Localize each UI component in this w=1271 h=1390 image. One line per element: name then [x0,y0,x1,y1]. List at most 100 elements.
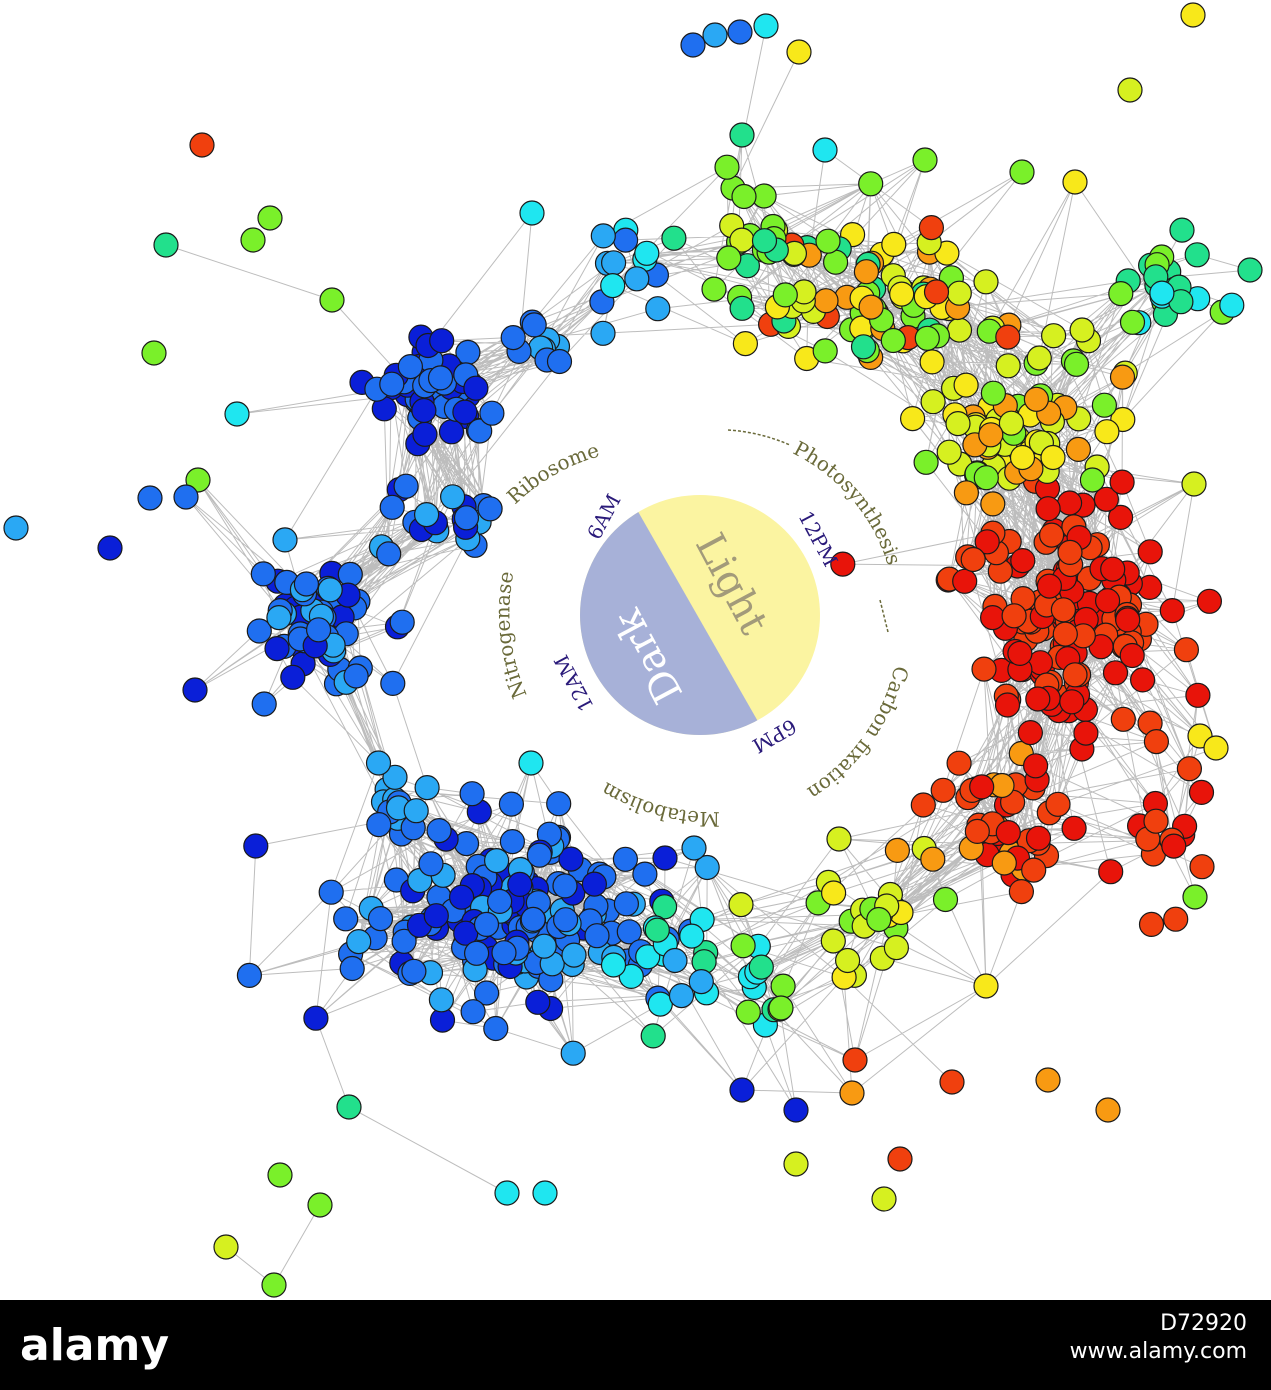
gene-node [930,777,956,803]
photosynthesis-dash-start [727,429,791,446]
gene-node [600,273,626,299]
gene-node [1094,419,1120,445]
gene-node [1025,686,1051,712]
image-id: D72920 [1160,1311,1247,1336]
photosynthesis-dash-end [879,599,889,633]
gene-node [1079,467,1106,493]
gene-node [680,32,706,58]
gene-node [182,677,208,703]
gene-node [871,1186,897,1212]
gene-node [411,397,437,424]
gene-node [3,515,29,541]
gene-node [1007,640,1033,667]
gene-node [1100,556,1126,582]
gene-node [365,750,392,776]
gene-node [822,249,849,275]
gene-node [1050,597,1077,623]
gene-node [1056,490,1083,516]
gene-node [1069,317,1095,343]
gene-node [1110,706,1136,732]
gene-node [453,505,480,531]
gene-node [474,980,500,1006]
gene-node [339,955,365,982]
gene-node [525,989,551,1015]
gene-node [772,282,798,308]
gene-node [727,19,753,45]
gene-node [224,401,250,427]
gene-node [640,1023,666,1049]
gene-node [240,227,266,253]
gene-node [459,781,485,807]
gene-node [1237,257,1263,283]
gene-node [1094,588,1121,614]
gene-node [449,884,475,910]
gene-node [647,991,673,1017]
gene-node [701,276,727,302]
gene-node [912,147,938,173]
gene-node [1038,522,1065,548]
label-metabolism: Metabolism [597,777,720,831]
gene-node [813,288,839,314]
gene-node [428,987,454,1013]
gene-node [910,792,936,818]
gene-node [1185,682,1211,708]
gene-node [834,947,861,974]
gene-node [463,375,489,401]
gene-node [945,411,971,437]
gene-node [920,389,946,415]
gene-node [1036,573,1063,599]
gene-node [1045,791,1071,817]
gene-node [382,764,408,790]
gene-node [883,934,910,961]
gene-node [307,1192,333,1218]
gene-node [546,791,572,817]
gene-node [714,154,740,180]
gene-node [1143,808,1169,834]
gene-node [473,911,500,938]
gene-node [786,39,812,65]
gene-node [728,891,754,918]
gene-node [980,380,1007,406]
gene-node [783,1151,809,1177]
label-carbon-fixation: Carbon fixation [803,664,913,806]
gene-node [426,817,452,844]
network-nodes [3,2,1263,1298]
gene-node [427,365,454,391]
gene-node [770,973,796,999]
day-night-clock: Light Dark [580,495,820,735]
gene-node [1073,720,1099,746]
gene-node [336,1094,362,1120]
gene-node [213,1234,239,1260]
gene-node [346,928,372,955]
gene-node [1117,77,1143,103]
gene-node [1109,364,1136,390]
gene-node [600,250,627,276]
gene-node [973,973,999,999]
gene-node [590,320,616,346]
gene-node [483,1015,509,1042]
gene-node [1061,815,1087,841]
gene-node [815,228,841,254]
gene-node [616,919,642,945]
gene-node [414,501,440,528]
gene-node [1021,857,1047,883]
gene-node [1063,351,1090,377]
gene-node [1102,660,1129,686]
gene-node [479,400,505,426]
gene-node [668,982,695,1009]
gene-node [1095,1097,1121,1123]
gene-node [913,449,939,475]
gene-node [1188,779,1215,806]
gene-node [1138,911,1165,938]
watermark-bar: alamy D72920 www.alamy.com [0,1300,1271,1390]
gene-node [932,886,959,913]
gene-node [702,22,728,48]
gene-node [1010,547,1036,574]
gene-node [467,418,493,444]
gene-node [403,798,429,824]
gene-node [1091,392,1118,418]
gene-node [964,818,990,845]
gene-node [600,952,627,978]
gene-node [1196,588,1223,614]
gene-node [652,845,678,871]
